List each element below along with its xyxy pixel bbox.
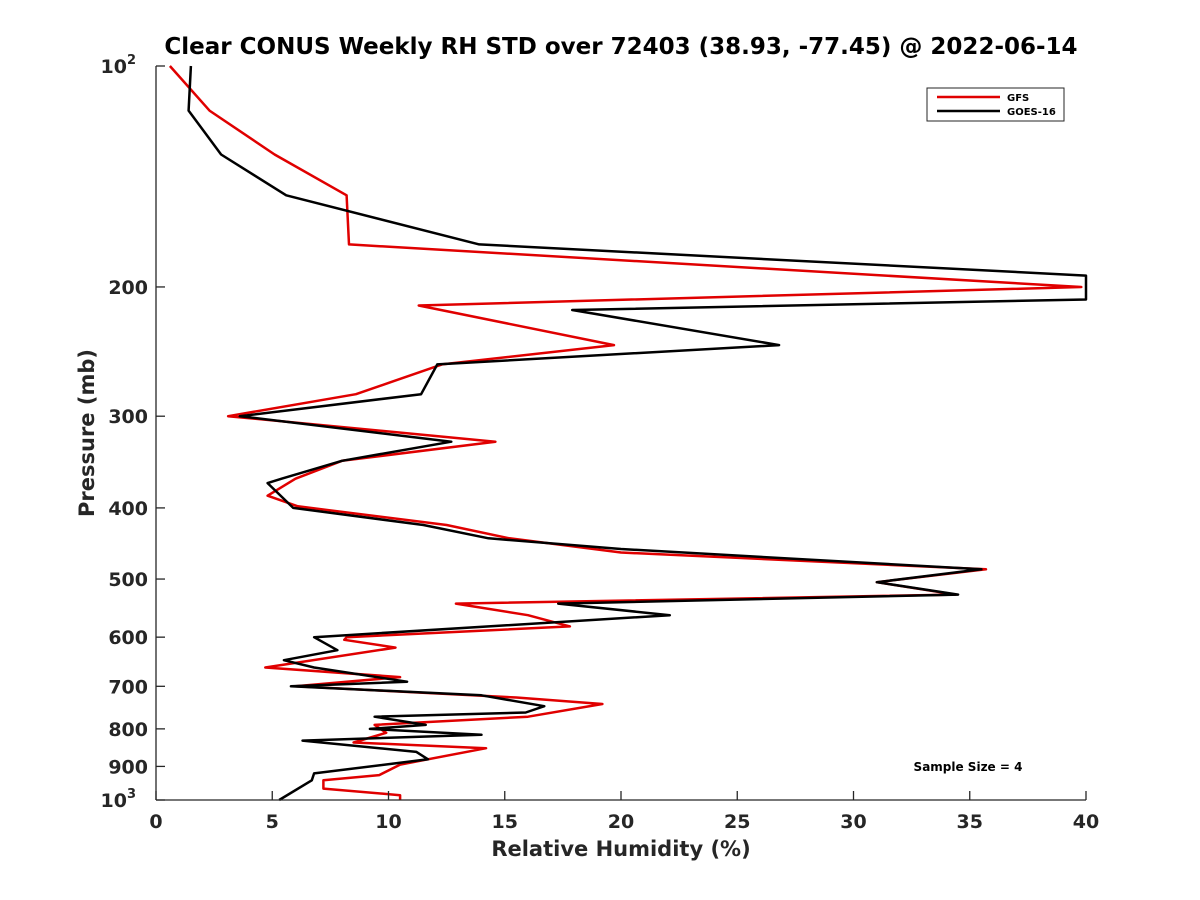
series-line-goes16 — [187, 65, 1088, 802]
x-tick-label: 15 — [492, 811, 518, 833]
legend-box — [926, 87, 1065, 122]
y-tick-label: 500 — [108, 569, 148, 591]
y-tick-label: 300 — [108, 406, 148, 428]
legend-label-goes16: GOES-16 — [1007, 107, 1056, 118]
y-tick-label: 900 — [108, 756, 148, 778]
y-tick-label: 600 — [108, 627, 148, 649]
y-tick-label: 102 — [101, 53, 137, 78]
y-tick-label: 200 — [108, 277, 148, 299]
legend-label-gfs: GFS — [1007, 93, 1029, 104]
sample-size-annotation: Sample Size = 4 — [914, 760, 1023, 774]
y-tick-label: 400 — [108, 498, 148, 520]
x-tick-label: 25 — [724, 811, 750, 833]
x-tick-label: 30 — [840, 811, 866, 833]
y-tick-label: 800 — [108, 719, 148, 741]
y-tick-label: 700 — [108, 676, 148, 698]
chart-title: Clear CONUS Weekly RH STD over 72403 (38… — [164, 34, 1077, 60]
y-axis-label: Pressure (mb) — [75, 349, 99, 517]
y-axis-ticks: 102 200 300 400 500 600 700 800 900 103 — [101, 53, 165, 812]
x-tick-label: 35 — [957, 811, 983, 833]
x-tick-label: 10 — [375, 811, 401, 833]
plot-area — [156, 66, 1086, 800]
y-tick-label: 103 — [101, 787, 137, 812]
x-tick-label: 40 — [1073, 811, 1099, 833]
legend: GFS GOES-16 — [926, 87, 1065, 122]
x-tick-label: 20 — [608, 811, 634, 833]
series-layer — [168, 65, 1088, 802]
x-tick-label: 0 — [149, 811, 162, 833]
x-axis-label: Relative Humidity (%) — [491, 837, 750, 861]
x-axis-ticks: 0 5 10 15 20 25 30 35 40 — [149, 791, 1099, 833]
x-tick-label: 5 — [266, 811, 279, 833]
